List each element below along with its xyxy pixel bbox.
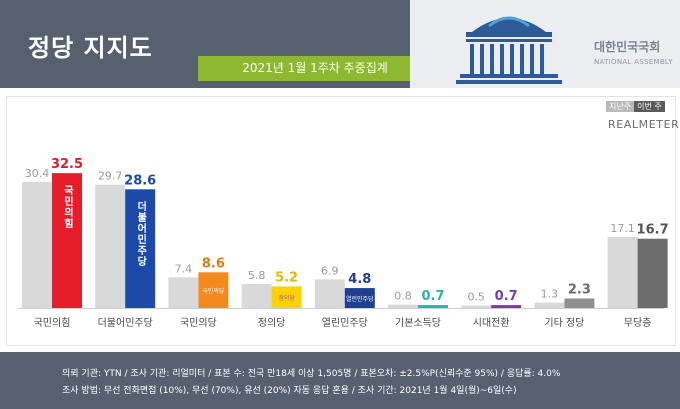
bar-previous-0 [22,181,52,308]
bar-current-3 [271,286,302,308]
bar-current-2 [198,272,229,308]
bar-current-6 [491,305,522,308]
footer-line-2: 조사 방법: 무선 전화면접 (10%), 무선 (70%), 유선 (20%)… [62,386,517,396]
bar-current-0 [52,173,82,308]
bar-previous-4 [314,279,345,308]
category-label-0: 국민의힘 [34,317,71,329]
bar-previous-1 [95,184,126,308]
value-label-current-2: 8.6 [202,256,225,271]
value-label-current-8: 16.7 [637,223,669,238]
bar-party-logo-2: 국민의당 [202,287,225,295]
assembly-logo-text: 대한민국국회 [594,40,661,54]
bar-current-5 [418,305,448,308]
legend-this-week: 이번 주 [634,101,665,112]
survey-footer: 의뢰 기관: YTN / 조사 기관: 리얼미터 / 표본 수: 전국 만18세… [0,352,680,409]
header-bar: 정당 지지도 2021년 1월 1주차 주중집계 대한민국국회 NATIONAL… [0,0,680,88]
value-label-current-3: 5.2 [275,270,298,285]
assembly-logo-subtext: NATIONAL ASSEMBLY [594,58,673,66]
value-label-previous-2: 7.4 [175,262,193,275]
value-label-previous-1: 29.7 [98,170,123,183]
bar-previous-3 [241,283,272,308]
bar-party-logo-4: 열린민주당 [346,295,374,303]
category-label-8: 무당층 [624,317,652,329]
bar-previous-2 [168,277,199,308]
value-label-current-0: 32.5 [51,157,83,172]
value-label-previous-5: 0.8 [394,290,412,303]
footer-line-1: 의뢰 기관: YTN / 조사 기관: 리얼미터 / 표본 수: 전국 만18세… [62,369,561,379]
page-title: 정당 지지도 [28,34,153,62]
assembly-building-icon [456,16,562,84]
value-label-previous-7: 1.3 [541,288,559,301]
value-label-previous-4: 6.9 [321,264,339,277]
value-label-previous-3: 5.8 [248,269,266,282]
category-label-6: 시대전환 [473,317,510,329]
category-label-1: 더불어민주당 [98,317,153,329]
bar-current-4 [344,288,375,308]
survey-period-badge: 2021년 1월 1주차 주중집계 [198,56,432,81]
bar-current-8 [637,238,668,308]
category-label-5: 기본소득당 [395,317,441,329]
value-label-current-6: 0.7 [495,289,518,304]
bar-party-logo-1: 더불어민주당 [135,200,147,267]
bar-previous-8 [607,237,638,308]
bar-current-7 [564,298,595,308]
value-label-current-5: 0.7 [421,289,444,304]
bar-current-1 [125,189,156,308]
value-label-current-7: 2.3 [568,282,591,297]
realmeter-brand: REALMETER [608,118,680,131]
bar-previous-6 [461,305,492,308]
category-label-2: 국민의당 [180,317,217,329]
value-label-previous-0: 30.4 [25,167,50,180]
value-label-current-1: 28.6 [124,173,156,188]
bar-party-logo-3: 정의당 [278,294,295,302]
category-label-3: 정의당 [258,317,286,329]
category-label-7: 기타 정당 [544,317,584,329]
category-label-4: 열린민주당 [322,317,368,329]
bar-previous-7 [534,302,565,308]
chart-legend: 지난주 이번 주 [606,101,665,112]
value-label-previous-6: 0.5 [467,291,485,304]
value-label-current-4: 4.8 [348,272,371,287]
assembly-logo-area: 대한민국국회 NATIONAL ASSEMBLY [410,0,680,88]
legend-previous-week: 지난주 [606,101,635,112]
bar-previous-5 [388,304,418,308]
value-label-previous-8: 17.1 [610,222,635,235]
bar-party-logo-0: 국민의힘 [62,185,74,229]
